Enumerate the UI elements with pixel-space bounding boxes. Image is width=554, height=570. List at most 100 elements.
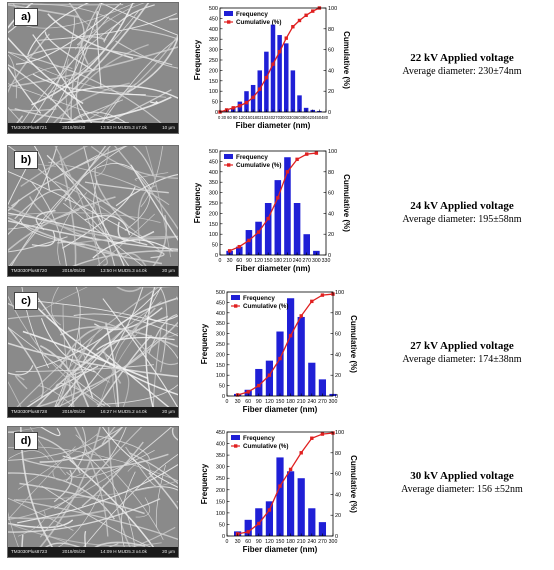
y-tick-label: 400 <box>216 311 225 317</box>
y-tick-label: 150 <box>216 363 225 369</box>
y-tick-label: 100 <box>209 232 218 238</box>
fiber-strand <box>15 364 155 373</box>
fiber-strand <box>50 17 75 101</box>
frequency-bar <box>308 508 316 536</box>
y-axis-title: Frequency <box>193 39 202 80</box>
y-tick-label: 250 <box>216 342 225 348</box>
cumulative-point <box>285 170 290 174</box>
x-tick-label: 240 <box>293 258 302 264</box>
y-tick-label: 300 <box>209 48 218 54</box>
fiber-strand <box>51 250 178 276</box>
frequency-bar <box>255 368 263 396</box>
y-tick-label: 350 <box>216 321 225 327</box>
sem-micrograph: c) TM3030Plus8728 2019/05/20 16:27 H MUD5.2… <box>7 286 179 418</box>
fiber-strand <box>8 146 136 276</box>
fiber-strand <box>33 146 50 191</box>
y-tick-label: 250 <box>209 58 218 64</box>
fiber-strand <box>8 465 124 521</box>
fiber-strand <box>10 321 178 415</box>
cumulative-point <box>256 230 261 234</box>
fiber-strand <box>59 96 172 124</box>
frequency-bar <box>245 230 253 255</box>
caption-title: 27 kV Applied voltage <box>410 340 514 352</box>
sem-info-text: 2019/05/20 <box>62 549 86 554</box>
y2-axis-title: Cumulative (%) <box>342 174 351 232</box>
y-axis-title: Frequency <box>200 463 209 504</box>
sem-info-text: 13:53 H MUD5.3 x7.0k <box>100 125 147 130</box>
x-tick-label: 150 <box>276 539 285 545</box>
sem-info-bar: TM3030Plus8720 2019/05/20 13:50 H MUD5.3 x… <box>8 266 178 276</box>
fiber-strand <box>8 212 148 246</box>
frequency-bar <box>297 478 305 536</box>
legend-cumulative-label: Cumulative (%) <box>243 303 288 310</box>
frequency-bar <box>244 519 252 536</box>
frequency-bar <box>293 203 301 255</box>
frequency-bar <box>265 501 274 536</box>
fiber-strand <box>8 37 84 105</box>
histogram-chart: 0 50 100 150 200 250 300 350 400 450 500 0 20 40 60 80 1… <box>183 0 353 138</box>
fiber-strand <box>124 187 151 231</box>
fiber-strand <box>171 427 178 441</box>
fiber-strand <box>8 315 136 337</box>
y-tick-label: 50 <box>219 384 225 390</box>
y2-axis-title: Cumulative (%) <box>349 455 358 513</box>
fiber-strand <box>32 73 146 96</box>
fiber-strand <box>135 497 150 518</box>
y-tick-label: 500 <box>216 290 225 296</box>
x-tick-label: 150 <box>276 399 285 405</box>
frequency-bar <box>257 70 262 112</box>
frequency-bar <box>276 457 284 536</box>
fiber-strand <box>178 146 179 276</box>
y-tick-label: 200 <box>216 352 225 358</box>
cumulative-point <box>278 356 282 361</box>
fiber-strand <box>92 180 107 258</box>
cumulative-point <box>310 299 314 304</box>
frequency-bar <box>274 180 282 255</box>
y-tick-label: 350 <box>209 37 218 43</box>
x-tick-label: 240 <box>307 539 316 545</box>
cumulative-point <box>227 249 232 253</box>
frequency-bar <box>277 35 282 112</box>
caption-average-diameter: Average diameter: 230±74nm <box>402 66 522 77</box>
y2-tick-label: 60 <box>335 472 341 478</box>
x-tick-label: 0 <box>219 258 222 264</box>
fiber-strand <box>97 82 137 133</box>
fiber-strand <box>50 287 81 417</box>
cumulative-point <box>237 244 241 249</box>
frequency-bar <box>297 95 302 112</box>
fiber-strand <box>8 64 74 123</box>
y2-axis-title: Cumulative (%) <box>349 315 358 373</box>
fiber-strand <box>145 146 172 258</box>
legend-frequency-label: Frequency <box>236 11 268 18</box>
caption-title: 30 kV Applied voltage <box>410 470 514 482</box>
y-tick-label: 350 <box>216 453 225 459</box>
y2-tick-label: 40 <box>335 492 341 498</box>
cumulative-point <box>278 484 282 488</box>
panel-row-2: b) TM3030Plus8720 2019/05/20 13:50 H MUD5.3… <box>0 143 554 281</box>
frequency-bar <box>264 51 269 112</box>
frequency-bar <box>236 246 243 255</box>
legend-cumulative-marker <box>227 20 231 24</box>
sem-info-text: 20 μm <box>162 549 175 554</box>
y-tick-label: 150 <box>209 222 218 228</box>
y-tick-label: 400 <box>209 27 218 33</box>
panel-caption: 24 kV Applied voltage Average diameter: 1… <box>370 200 554 225</box>
y-tick-label: 450 <box>209 159 218 165</box>
fiber-strand <box>32 339 158 417</box>
x-axis-title: Fiber diameter (nm) <box>236 264 311 273</box>
caption-title: 24 kV Applied voltage <box>410 200 514 212</box>
fiber-strand <box>17 463 178 524</box>
panel-label: a) <box>14 8 38 26</box>
fiber-strand <box>74 427 109 537</box>
x-axis-title: Fiber diameter (nm) <box>236 121 311 130</box>
fiber-strand <box>107 427 131 548</box>
fiber-strand <box>29 326 102 403</box>
sem-micrograph: d) TM3030Plus8723 2019/05/20 14:09 H MUD5.3… <box>7 426 179 558</box>
legend-cumulative-label: Cumulative (%) <box>236 19 281 26</box>
y2-tick-label: 80 <box>335 451 341 457</box>
fiber-strand <box>84 181 169 194</box>
fiber-strand <box>8 427 42 433</box>
y-tick-label: 50 <box>219 522 225 528</box>
x-tick-label: 90 <box>256 539 262 545</box>
cumulative-point <box>320 293 325 297</box>
